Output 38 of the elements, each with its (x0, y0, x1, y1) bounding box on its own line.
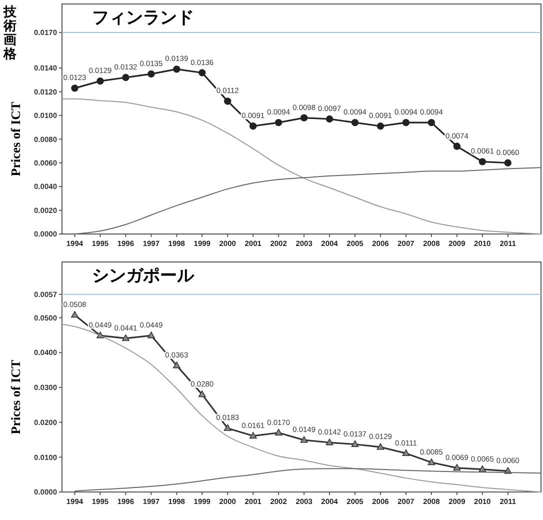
point (300, 114, 308, 122)
chart-title: フィンランド (92, 8, 194, 28)
chart-title: シンガポール (92, 266, 195, 286)
point (198, 390, 206, 398)
point (249, 122, 257, 130)
y-axis-title: Prices of ICT (8, 359, 23, 434)
y-axis-title: Prices of ICT (8, 101, 23, 176)
point (300, 436, 308, 443)
point (71, 84, 78, 92)
text: 技術画格 (2, 5, 18, 62)
point (326, 438, 334, 446)
point (274, 118, 282, 126)
point (504, 159, 512, 166)
point (122, 74, 130, 82)
point (224, 424, 232, 431)
point (351, 440, 359, 447)
point (376, 443, 384, 450)
point (351, 118, 359, 126)
point (453, 464, 461, 471)
point (173, 66, 180, 73)
point (274, 428, 282, 436)
point (478, 158, 486, 166)
point (428, 118, 436, 126)
point (71, 311, 78, 318)
point (224, 98, 232, 105)
point (172, 362, 180, 368)
point (148, 70, 155, 78)
point (96, 77, 104, 85)
point (376, 122, 384, 130)
point (402, 449, 410, 456)
point (402, 118, 410, 126)
point (326, 115, 334, 123)
point (453, 142, 461, 150)
point (428, 458, 436, 466)
point (122, 334, 130, 342)
point (147, 332, 155, 338)
point (198, 69, 206, 76)
point (249, 432, 257, 439)
